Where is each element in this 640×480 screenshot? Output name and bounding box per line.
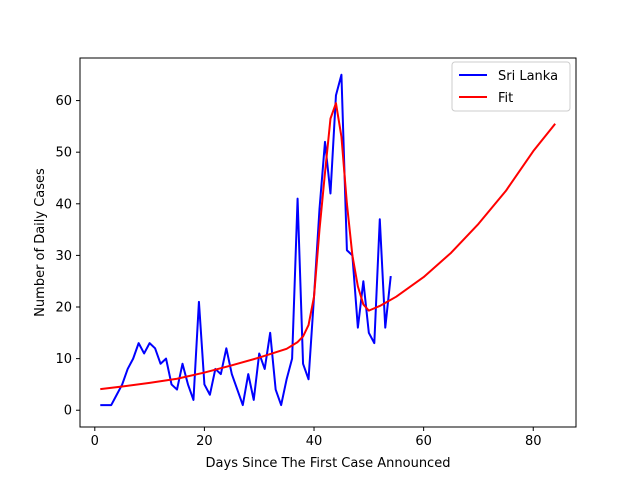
x-tick-label: 40 xyxy=(306,434,323,449)
x-tick-label: 60 xyxy=(415,434,432,449)
axes-border xyxy=(79,57,577,428)
x-axis-ticks: 0 20 40 60 80 xyxy=(91,427,542,449)
y-tick-label: 0 xyxy=(64,404,72,419)
x-axis-label: Days Since The First Case Announced xyxy=(206,456,451,471)
series-line-fit xyxy=(100,102,556,391)
y-tick-label: 50 xyxy=(55,146,72,161)
y-axis-ticks: 0 10 20 30 40 50 60 xyxy=(55,94,80,419)
plot-area xyxy=(80,58,576,427)
y-axis-label: Number of Daily Cases xyxy=(33,168,48,317)
axes-frame xyxy=(79,57,577,428)
x-tick-label: 80 xyxy=(525,434,542,449)
x-tick-label: 20 xyxy=(196,434,213,449)
series-layer xyxy=(100,73,556,407)
x-tick-label: 0 xyxy=(91,434,99,449)
y-tick-label: 40 xyxy=(55,197,72,212)
series-line-sri-lanka xyxy=(100,73,392,407)
y-tick-label: 60 xyxy=(55,94,72,109)
legend-label-sri-lanka: Sri Lanka xyxy=(498,69,558,84)
y-tick-label: 30 xyxy=(55,249,72,264)
y-tick-label: 10 xyxy=(55,352,72,367)
legend-label-fit: Fit xyxy=(498,91,513,106)
legend: Sri Lanka Fit xyxy=(451,61,571,112)
plot-background xyxy=(80,58,576,427)
y-tick-label: 20 xyxy=(55,301,72,316)
